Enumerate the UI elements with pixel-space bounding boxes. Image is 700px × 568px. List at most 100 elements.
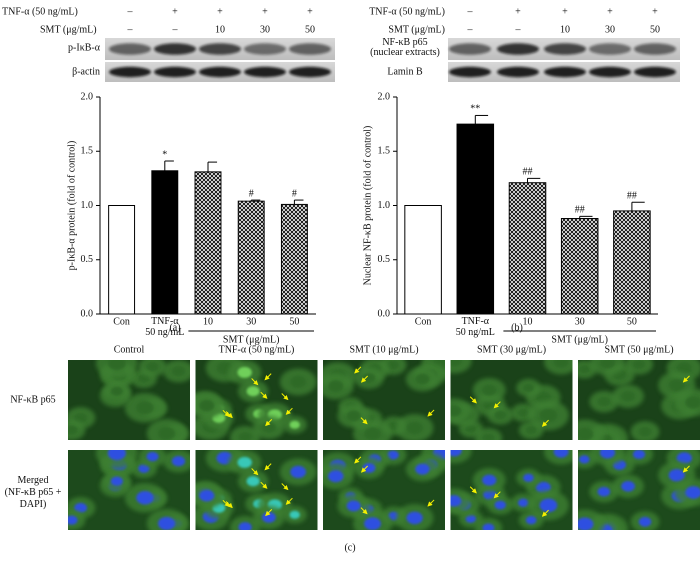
arrow [251,378,259,386]
y-tick-label: 0.0 [81,308,94,319]
treatment-value: + [652,6,658,17]
nucleus [539,498,558,513]
nucleus [199,489,215,502]
blot-panel: TNF-α (50 ng/mL) – + + + + SMT (μg/mL) – – 10 30 50… [2,6,335,82]
arrow [251,468,259,476]
arrow [360,465,369,473]
nucleus [289,510,300,519]
y-tick-label: 1.0 [81,200,94,211]
treatment-value: – [127,6,134,17]
nucleus [110,476,123,486]
arrow [427,409,435,417]
y-tick-label: 0.5 [81,254,94,265]
arrow [225,501,233,509]
nucleus [494,500,506,510]
nucleus [68,515,78,525]
arrow [265,509,273,517]
arrow [264,373,272,381]
blot-band [244,43,286,55]
blot-band [109,43,151,55]
arrow [360,507,368,515]
nucleus [523,383,534,392]
arrow [360,375,369,383]
blot-band [289,66,331,78]
nucleus [465,424,477,433]
nucleus [539,408,558,423]
arrow [264,463,272,471]
x-tick-label: 30 [246,316,256,327]
arrow [225,411,233,419]
treatment-value: + [172,6,178,17]
nucleus [387,450,399,460]
nucleus [685,396,700,409]
nucleus [290,465,307,479]
blot-band [154,43,196,55]
nucleus [633,450,646,459]
bar [560,218,599,315]
significance-label: # [249,188,254,199]
treatment-value: + [562,6,568,17]
panel-label: (b) [511,322,523,333]
arrow [682,375,690,383]
nucleus [364,517,381,530]
micrograph [195,360,318,440]
column-label: TNF-α (50 ng/mL) [219,344,295,355]
x-tick-label: 50 [627,316,637,327]
y-tick-label: 1.5 [378,146,391,157]
nucleus [415,373,430,385]
micrograph [323,450,445,530]
nucleus [597,486,611,497]
treatment-value: – [467,6,474,17]
nucleus [599,360,616,369]
nucleus [328,380,344,393]
nucleus [517,408,529,417]
column-label: Control [114,344,145,355]
nucleus [638,516,652,527]
nucleus [676,452,692,464]
bar [404,205,442,315]
arrow [281,483,289,491]
x-tick-label: 10 [523,316,533,327]
nucleus [482,384,497,396]
micrograph [578,450,700,530]
nucleus [668,468,685,482]
nucleus [346,500,361,512]
nucleus [171,366,186,377]
nucleus [482,474,497,486]
group-label: SMT (μg/mL) [551,334,608,345]
blot-band [544,66,586,78]
significance-label: ## [523,167,533,178]
arrow [285,407,293,415]
nucleus [599,450,616,459]
column-label: SMT (30 μg/mL) [477,344,546,355]
nucleus [553,360,569,368]
bar [508,182,547,315]
nucleus [450,405,462,417]
treatment-value: 50 [305,24,315,35]
arrow [260,481,268,489]
nucleus [261,512,276,523]
treatment-value: – [467,24,474,35]
treatment-value: 30 [605,24,615,35]
nucleus [238,432,252,440]
arrow [682,465,690,473]
nucleus [685,486,700,499]
nucleus [238,522,252,530]
arrow [493,491,501,499]
treatment-value: + [217,6,223,17]
x-tick-label: 10 [203,316,213,327]
y-tick-label: 2.0 [378,91,391,102]
blot-row-label: NF-κB p65 (nuclear extracts) [370,37,440,58]
x-tick-label: 30 [575,316,585,327]
arrow [360,417,368,425]
nucleus [406,511,423,525]
nucleus [523,473,534,482]
blot-panel: TNF-α (50 ng/mL) – + + + + SMT (μg/mL) – – 10 30 50… [369,6,680,82]
blot-band [289,43,331,55]
micrograph [68,360,190,440]
blot-band [109,66,151,78]
treatment-value: + [307,6,313,17]
bar-chart: 0.0 0.5 1.0 1.5 2.0 p-IκB-α protein (fold of … [66,91,316,345]
arrow [469,396,477,404]
